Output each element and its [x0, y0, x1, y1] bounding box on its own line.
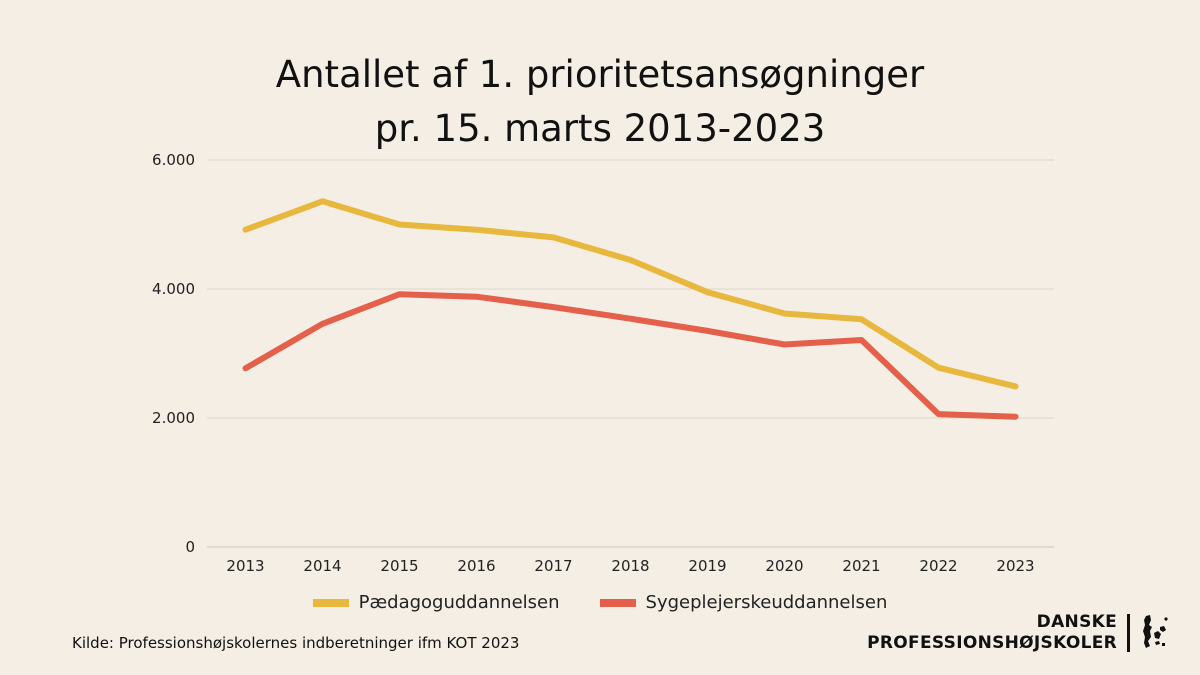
x-tick-label: 2013 [226, 557, 264, 575]
logo-text: DANSKE PROFESSIONSHØJSKOLER [867, 612, 1117, 654]
logo-text-line-2: PROFESSIONSHØJSKOLER [867, 633, 1117, 653]
chart-title: Antallet af 1. prioritetsansøgninger pr.… [0, 48, 1200, 156]
x-tick-label: 2021 [842, 557, 880, 575]
x-tick-label: 2019 [688, 557, 726, 575]
y-tick-label: 6.000 [152, 151, 195, 169]
gridlines [207, 159, 1054, 548]
x-tick-label: 2017 [534, 557, 572, 575]
legend-item-paedagog: Pædagoguddannelsen [312, 592, 560, 613]
y-tick-label: 4.000 [152, 280, 195, 298]
logo-text-line-1: DANSKE [1036, 612, 1117, 632]
x-tick-label: 2020 [765, 557, 803, 575]
x-tick-label: 2014 [303, 557, 341, 575]
legend-swatch-paedagog [312, 598, 349, 607]
logo-divider [1127, 614, 1130, 652]
x-tick-label: 2016 [457, 557, 495, 575]
legend-item-sygeplejerske: Sygeplejerskeuddannelsen [599, 592, 888, 613]
chart-title-line-1: Antallet af 1. prioritetsansøgninger [275, 53, 925, 96]
series-line-paedagog [242, 198, 1019, 390]
x-tick-label: 2015 [380, 557, 418, 575]
series-lines [242, 198, 1019, 420]
legend-swatch-sygeplejerske [599, 598, 636, 607]
series-line-sygeplejerske [242, 291, 1019, 420]
x-tick-label: 2022 [919, 557, 957, 575]
danske-professionshojskoler-logo: DANSKE PROFESSIONSHØJSKOLER [867, 612, 1168, 654]
legend-label-sygeplejerske: Sygeplejerskeuddannelsen [645, 592, 888, 613]
y-axis-tick-labels: 0 2.000 4.000 6.000 [152, 151, 195, 556]
legend: Pædagoguddannelsen Sygeplejerskeuddannel… [0, 592, 1200, 613]
x-tick-label: 2023 [996, 557, 1034, 575]
source-note: Kilde: Professionshøjskolernes indberetn… [72, 634, 520, 652]
legend-label-paedagog: Pædagoguddannelsen [358, 592, 560, 613]
x-axis-tick-labels: 2013 2014 2015 2016 2017 2018 2019 2020 2021 2022… [226, 557, 1034, 575]
y-tick-label: 2.000 [152, 409, 195, 427]
x-tick-label: 2018 [611, 557, 649, 575]
chart-title-line-2: pr. 15. marts 2013-2023 [374, 107, 826, 150]
y-tick-label: 0 [185, 538, 195, 556]
denmark-map-icon [1143, 615, 1168, 648]
